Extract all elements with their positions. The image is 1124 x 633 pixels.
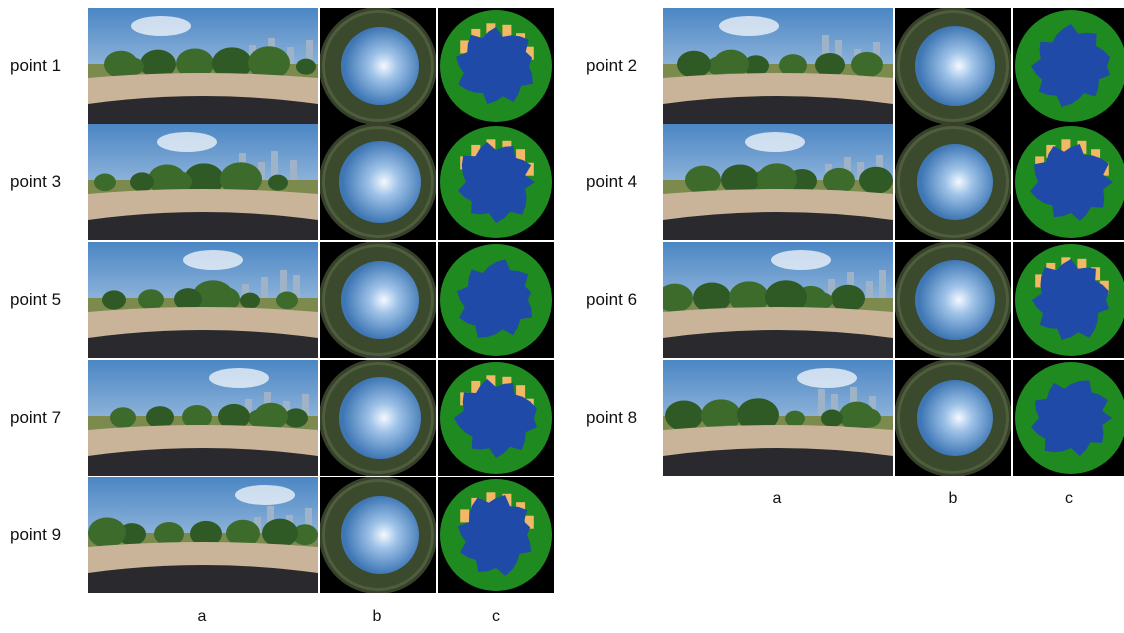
- point-label: point 5: [10, 290, 62, 309]
- panorama-photo: [663, 124, 893, 240]
- point-label: point 1: [10, 56, 62, 75]
- segmented-fisheye: [1013, 360, 1124, 476]
- point-label: point 3: [10, 172, 62, 191]
- fisheye-photo: [320, 360, 436, 476]
- point-label: point 6: [586, 290, 638, 309]
- panorama-photo: [88, 242, 318, 358]
- fisheye-photo: [895, 242, 1011, 358]
- panorama-photo: [88, 360, 318, 476]
- point-label: point 2: [586, 56, 638, 75]
- fisheye-photo: [320, 242, 436, 358]
- panorama-photo: [88, 8, 318, 124]
- segmented-fisheye: [438, 8, 554, 124]
- point-label: point 7: [10, 408, 62, 427]
- point-label: point 4: [586, 172, 638, 191]
- fisheye-photo: [320, 477, 436, 593]
- panorama-photo: [663, 242, 893, 358]
- panorama-photo: [88, 124, 318, 240]
- panorama-photo: [663, 360, 893, 476]
- fisheye-photo: [320, 8, 436, 124]
- segmented-fisheye: [438, 360, 554, 476]
- segmented-fisheye: [438, 477, 554, 593]
- column-caption-c: c: [1065, 490, 1073, 507]
- panorama-photo: [88, 477, 318, 593]
- column-caption-c: c: [492, 608, 500, 625]
- segmented-fisheye: [1013, 8, 1124, 124]
- segmented-fisheye: [1013, 124, 1124, 240]
- segmented-fisheye: [1013, 242, 1124, 358]
- column-caption-a: a: [197, 608, 207, 625]
- point-label: point 8: [586, 408, 638, 427]
- fisheye-photo: [895, 8, 1011, 124]
- fisheye-photo: [895, 360, 1011, 476]
- fisheye-photo: [895, 124, 1011, 240]
- segmented-fisheye: [438, 242, 554, 358]
- segmented-fisheye: [438, 124, 554, 240]
- point-label: point 9: [10, 525, 62, 544]
- column-caption-a: a: [772, 490, 782, 507]
- column-caption-b: b: [372, 608, 382, 625]
- fisheye-photo: [320, 124, 436, 240]
- panorama-photo: [663, 8, 893, 124]
- column-caption-b: b: [948, 490, 958, 507]
